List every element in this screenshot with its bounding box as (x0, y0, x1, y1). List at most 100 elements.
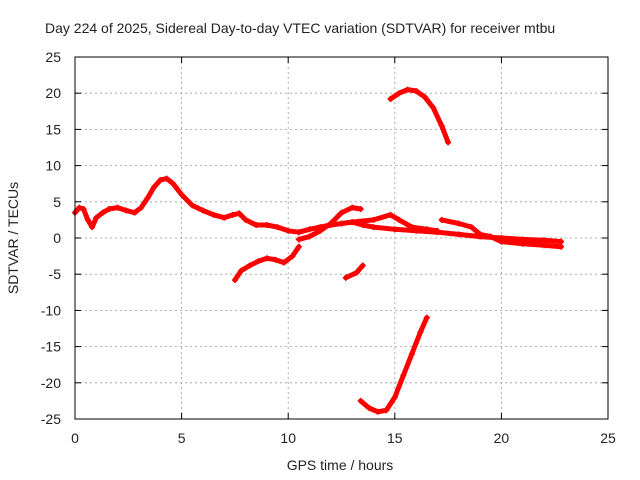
data-point (408, 224, 415, 231)
data-point (370, 216, 377, 223)
data-point (274, 224, 281, 231)
data-point (295, 229, 302, 236)
data-point (272, 256, 279, 263)
data-point (80, 206, 87, 213)
x-tick-label: 20 (494, 430, 510, 446)
data-point (400, 372, 407, 379)
data-point (413, 88, 420, 95)
data-point (438, 216, 445, 223)
chart-title: Day 224 of 2025, Sidereal Day-to-day VTE… (45, 20, 555, 36)
series-line (343, 263, 366, 281)
data-point (289, 253, 296, 260)
data-point (366, 405, 373, 412)
y-tick-label: -5 (49, 266, 62, 282)
data-point (404, 86, 411, 93)
data-point (421, 93, 428, 100)
x-tick-label: 25 (600, 430, 616, 446)
y-tick-label: 10 (45, 158, 61, 174)
data-point (178, 191, 185, 198)
series-segment-short (342, 262, 366, 281)
data-point (342, 274, 349, 281)
data-point (157, 177, 164, 184)
data-point (150, 184, 157, 191)
data-point (295, 236, 302, 243)
x-tick-label: 15 (387, 430, 403, 446)
y-tick-label: 15 (45, 121, 61, 137)
data-point (558, 243, 565, 250)
data-point (370, 224, 377, 231)
series-main-trace (72, 175, 565, 245)
data-point (84, 216, 91, 223)
data-point (487, 233, 494, 240)
x-tick-label: 0 (71, 430, 79, 446)
data-point (246, 262, 253, 269)
data-point (189, 202, 196, 209)
data-point (541, 242, 548, 249)
data-point (558, 238, 565, 245)
y-tick-label: -20 (41, 375, 61, 391)
data-point (255, 258, 262, 265)
data-point (391, 226, 398, 233)
data-point (306, 226, 313, 233)
x-tick-label: 5 (178, 430, 186, 446)
data-point (359, 262, 366, 269)
data-point (263, 255, 270, 262)
data-point (106, 206, 113, 213)
data-point (396, 90, 403, 97)
data-point (468, 224, 475, 231)
data-point (170, 180, 177, 187)
data-point (236, 210, 243, 217)
data-point (349, 204, 356, 211)
data-point (423, 314, 430, 321)
data-point (353, 269, 360, 276)
y-tick-label: -10 (41, 302, 61, 318)
data-point (541, 237, 548, 244)
data-point (99, 209, 106, 216)
x-tick-label: 10 (280, 430, 296, 446)
data-point (221, 214, 228, 221)
data-point (438, 122, 445, 129)
data-point (144, 195, 151, 202)
data-point (455, 220, 462, 227)
grid (75, 57, 608, 419)
y-tick-label: 20 (45, 85, 61, 101)
data-point (434, 227, 441, 234)
data-point (477, 231, 484, 238)
series-lower-branch (295, 204, 364, 243)
data-point (317, 227, 324, 234)
data-point (263, 221, 270, 228)
data-point (327, 220, 334, 227)
data-point (238, 267, 245, 274)
data-point (349, 219, 356, 226)
data-point (306, 233, 313, 240)
data-point (455, 231, 462, 238)
axis-ticks: 0 5 10 15 20 25 25 20 15 10 5 0 -5 -10 -15 -20 -25 (41, 49, 616, 446)
series-segment-minus5 (231, 243, 302, 283)
data-point (131, 209, 138, 216)
data-point (430, 104, 437, 111)
data-point (210, 211, 217, 218)
data-point (93, 214, 100, 221)
data-point (89, 224, 96, 231)
data-point (374, 408, 381, 415)
data-point (123, 207, 130, 214)
plot-data (72, 86, 565, 415)
series-line (388, 87, 451, 145)
y-tick-label: -15 (41, 339, 61, 355)
data-point (417, 329, 424, 336)
data-point (253, 221, 260, 228)
series-upper-band-late (349, 211, 441, 234)
data-point (338, 220, 345, 227)
y-tick-label: 0 (53, 230, 61, 246)
data-point (231, 276, 238, 283)
series-line (232, 244, 302, 283)
series-arc-high (387, 86, 452, 146)
data-point (357, 397, 364, 404)
data-point (338, 209, 345, 216)
data-point (423, 226, 430, 233)
data-point (76, 204, 83, 211)
data-point (498, 238, 505, 245)
data-point (229, 211, 236, 218)
data-point (387, 95, 394, 102)
